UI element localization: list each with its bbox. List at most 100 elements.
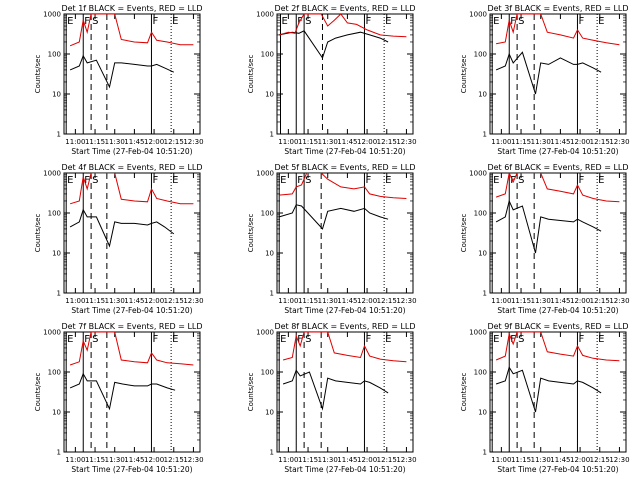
panel-title: Det 4f BLACK = Events, RED = LLD xyxy=(61,163,202,172)
y-tick-label: 10 xyxy=(52,250,61,258)
event-marker-label: F xyxy=(365,334,371,345)
event-marker-label: E xyxy=(67,334,73,345)
y-axis-label: Counts/sec xyxy=(247,55,255,94)
event-marker-label: E xyxy=(172,16,178,27)
x-tick-label: 12:15 xyxy=(164,297,184,305)
x-tick-label: 11:30 xyxy=(531,138,551,146)
x-tick-label: 12:15 xyxy=(377,456,397,464)
x-tick-label: 11:00 xyxy=(65,456,85,464)
y-tick-label: 1 xyxy=(270,449,274,457)
plot-frame xyxy=(276,331,414,453)
x-tick-label: 11:30 xyxy=(105,456,125,464)
y-tick-label: 1000 xyxy=(469,11,487,19)
y-axis-label: Counts/sec xyxy=(460,373,468,412)
y-tick-label: 100 xyxy=(474,210,487,218)
y-axis-label: Counts/sec xyxy=(34,373,42,412)
y-tick-label: 10 xyxy=(478,409,487,417)
event-marker-label: S xyxy=(305,334,311,345)
y-tick-label: 10 xyxy=(265,409,274,417)
event-marker-label: S xyxy=(518,175,524,186)
plot-frame xyxy=(63,13,201,135)
x-tick-label: 12:30 xyxy=(609,138,629,146)
panel-title: Det 3f BLACK = Events, RED = LLD xyxy=(487,4,628,13)
event-marker-label: F xyxy=(297,175,303,186)
x-tick-label: 11:30 xyxy=(318,456,338,464)
panel-title: Det 7f BLACK = Events, RED = LLD xyxy=(61,322,202,331)
event-marker-label: E xyxy=(67,175,73,186)
events-series-line xyxy=(69,208,175,248)
event-marker-label: E xyxy=(598,334,604,345)
lld-series-line xyxy=(496,14,620,46)
x-tick-label: 12:30 xyxy=(609,297,629,305)
lld-series-line xyxy=(279,173,407,199)
event-marker-label: E xyxy=(598,16,604,27)
x-tick-label: 12:00 xyxy=(144,297,164,305)
y-tick-label: 1000 xyxy=(469,170,487,178)
y-axis-label: Counts/sec xyxy=(460,214,468,253)
y-tick-label: 100 xyxy=(261,210,274,218)
event-marker-label: E xyxy=(280,175,286,186)
x-tick-label: 12:15 xyxy=(590,138,610,146)
events-series-line xyxy=(69,54,175,89)
x-tick-label: 11:15 xyxy=(85,297,105,305)
event-marker-label: E xyxy=(385,16,391,27)
events-series-line xyxy=(282,369,389,411)
x-tick-label: 11:00 xyxy=(65,138,85,146)
x-axis-label: Start Time (27-Feb-04 10:51:20) xyxy=(497,465,618,474)
x-tick-label: 11:45 xyxy=(337,138,357,146)
event-marker-label: F xyxy=(578,334,584,345)
x-tick-label: 11:15 xyxy=(298,138,318,146)
x-tick-label: 11:30 xyxy=(531,297,551,305)
events-series-line xyxy=(279,30,389,60)
y-axis-label: Counts/sec xyxy=(34,214,42,253)
x-tick-label: 11:00 xyxy=(278,456,298,464)
y-tick-label: 1 xyxy=(483,131,487,139)
y-tick-label: 10 xyxy=(52,91,61,99)
events-series-line xyxy=(495,51,602,95)
panel-title: Det 1f BLACK = Events, RED = LLD xyxy=(61,4,202,13)
detector-panel-5: Det 5f BLACK = Events, RED = LLD Counts/s… xyxy=(247,163,417,315)
x-tick-label: 11:30 xyxy=(531,456,551,464)
y-tick-label: 1 xyxy=(270,290,274,298)
event-marker-label: F xyxy=(578,16,584,27)
x-tick-label: 12:30 xyxy=(396,297,416,305)
x-tick-label: 12:00 xyxy=(570,456,590,464)
x-tick-label: 11:15 xyxy=(298,297,318,305)
x-tick-label: 12:30 xyxy=(183,456,203,464)
y-tick-label: 1 xyxy=(57,449,61,457)
x-tick-label: 11:15 xyxy=(298,456,318,464)
x-tick-label: 11:45 xyxy=(550,297,570,305)
x-tick-label: 12:30 xyxy=(183,138,203,146)
event-marker-label: S xyxy=(92,16,98,27)
x-tick-label: 12:15 xyxy=(590,297,610,305)
plot-frame xyxy=(489,331,627,453)
y-tick-label: 1 xyxy=(57,290,61,298)
lld-series-line xyxy=(69,14,194,47)
event-marker-label: E xyxy=(172,175,178,186)
detector-panel-4: Det 4f BLACK = Events, RED = LLD Counts/s… xyxy=(34,163,204,315)
x-tick-label: 12:15 xyxy=(377,138,397,146)
events-series-line xyxy=(495,366,602,413)
x-tick-label: 11:30 xyxy=(105,297,125,305)
lld-series-line xyxy=(69,173,194,205)
x-tick-label: 12:30 xyxy=(183,297,203,305)
x-tick-label: 12:15 xyxy=(164,456,184,464)
x-tick-label: 11:45 xyxy=(550,456,570,464)
detector-panel-2: Det 2f BLACK = Events, RED = LLD Counts/s… xyxy=(247,4,417,156)
plot-frame xyxy=(276,172,414,294)
y-tick-label: 100 xyxy=(48,210,61,218)
y-tick-label: 100 xyxy=(474,369,487,377)
x-tick-label: 11:15 xyxy=(511,297,531,305)
y-tick-label: 1 xyxy=(483,449,487,457)
x-tick-label: 11:15 xyxy=(511,456,531,464)
detector-panel-6: Det 6f BLACK = Events, RED = LLD Counts/s… xyxy=(460,163,630,315)
y-tick-label: 10 xyxy=(265,250,274,258)
x-tick-label: 11:45 xyxy=(337,456,357,464)
panel-title: Det 2f BLACK = Events, RED = LLD xyxy=(274,4,415,13)
event-marker-label: S xyxy=(518,334,524,345)
event-marker-label: S xyxy=(518,16,524,27)
x-tick-label: 12:15 xyxy=(590,456,610,464)
event-marker-label: E xyxy=(385,334,391,345)
